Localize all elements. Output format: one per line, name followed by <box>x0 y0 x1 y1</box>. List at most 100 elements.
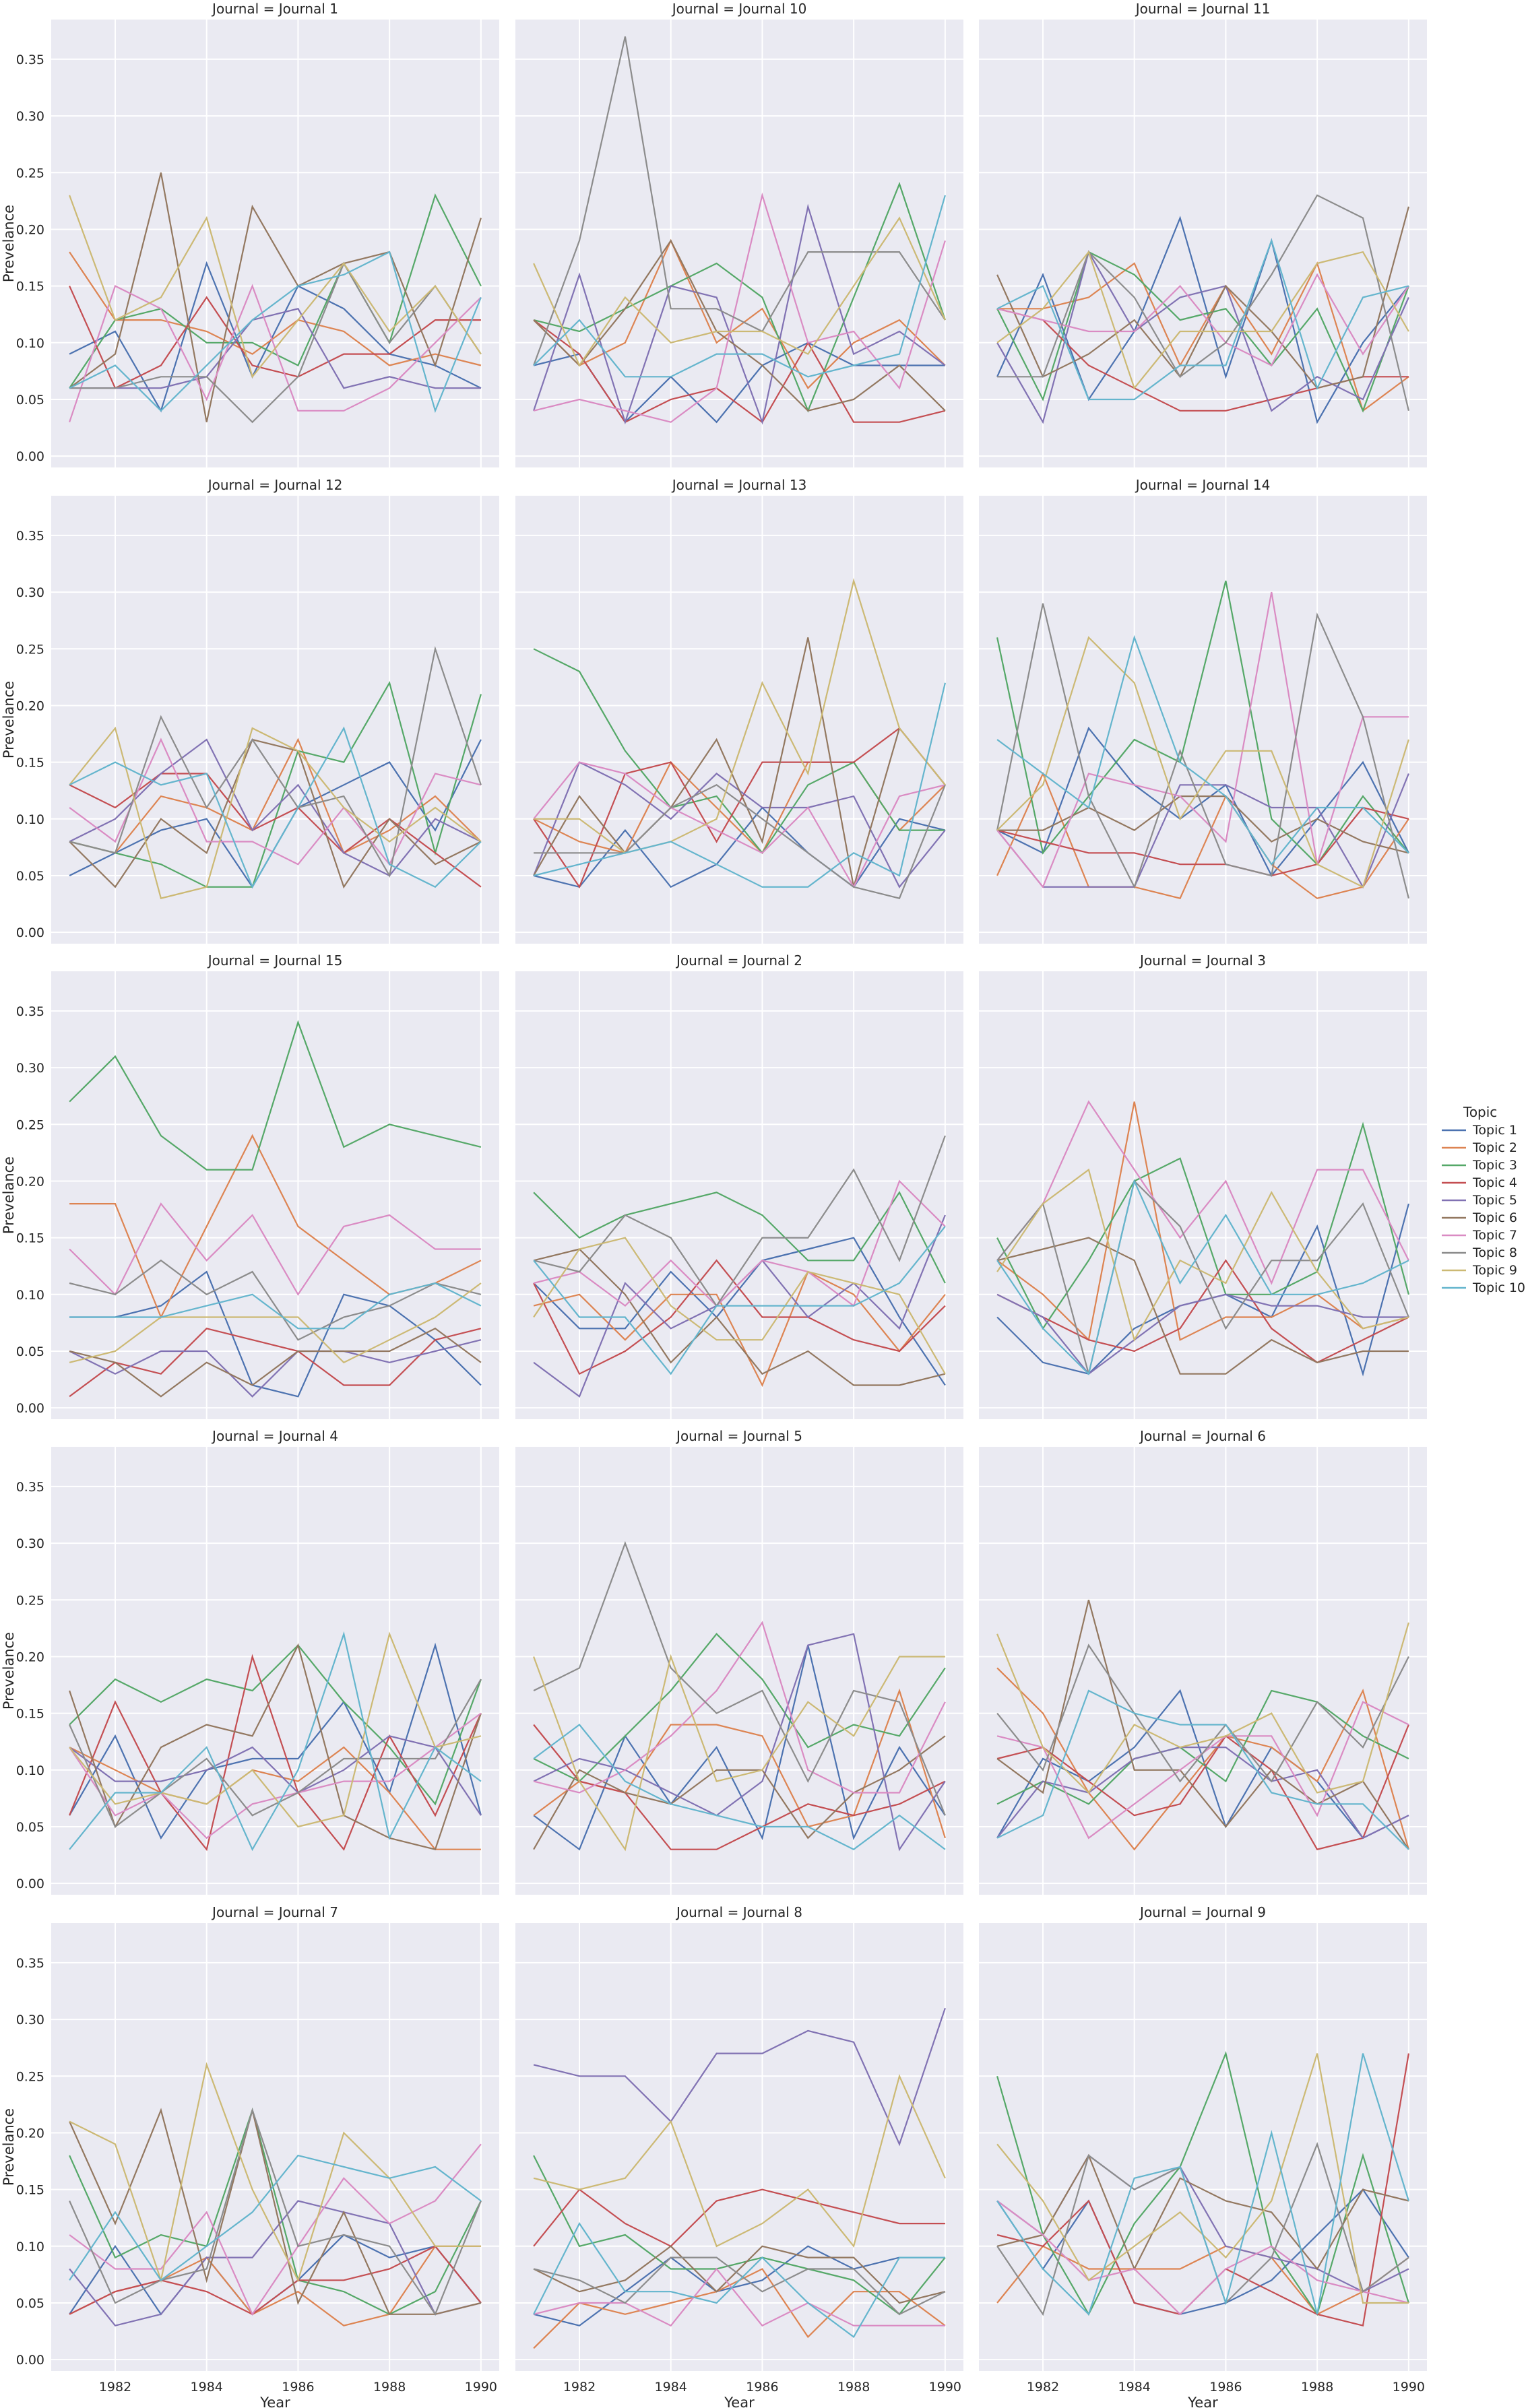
x-tick-label: 1988 <box>837 2380 870 2395</box>
y-tick-label: 0.35 <box>16 1956 44 1971</box>
x-tick-label: 1982 <box>99 2380 131 2395</box>
series-line-topic-10 <box>69 1282 482 1330</box>
series-line-topic-10 <box>69 251 482 414</box>
facet-title: Journal = Journal 13 <box>671 477 807 493</box>
panel-background <box>515 496 963 944</box>
series-line-topic-3 <box>69 193 482 389</box>
legend-entry: Topic 1 <box>1472 1123 1517 1138</box>
series-line-topic-10 <box>996 634 1409 866</box>
series-line-topic-10 <box>69 2154 482 2281</box>
panel-background <box>515 971 963 1419</box>
facet-title: Journal = Journal 9 <box>1139 1904 1266 1920</box>
y-tick-label: 0.15 <box>16 2183 44 2198</box>
facet-panel: 0.00 0.05 0.10 0.15 0.20 0.25 0.30 0.35 1982 1984… <box>1 1904 499 2408</box>
series-line-topic-5 <box>533 2007 946 2147</box>
x-tick-label: 1986 <box>746 2380 778 2395</box>
y-tick-label: 0.05 <box>16 1344 44 1359</box>
series-line-topic-4 <box>996 1259 1409 1364</box>
facet-panel: Journal = Journal 2 <box>515 952 963 1419</box>
x-tick-label: 1984 <box>655 2380 687 2395</box>
series-line-topic-4 <box>533 319 946 424</box>
y-axis-label: Prevelance <box>1 2108 17 2186</box>
y-tick-label: 0.25 <box>16 2069 44 2084</box>
series-line-topic-10 <box>996 1689 1409 1850</box>
x-tick-label: 1982 <box>563 2380 596 2395</box>
series-line-topic-7 <box>533 2267 945 2327</box>
series-line-topic-6 <box>996 1600 1409 1850</box>
series-line-topic-7 <box>69 738 482 866</box>
panel-background <box>51 1923 499 2371</box>
y-tick-label: 0.15 <box>16 280 44 294</box>
series-line-topic-6 <box>69 738 482 889</box>
series-line-topic-10 <box>533 1226 946 1375</box>
facet-title: Journal = Journal 2 <box>675 952 802 969</box>
x-tick-label: 1984 <box>191 2380 223 2395</box>
series-line-topic-8 <box>534 784 946 899</box>
x-axis-label: Year <box>1187 2395 1218 2408</box>
series-line-topic-7 <box>996 591 1409 888</box>
legend: Topic Topic 1 Topic 2 Topic 3 Topic 4 Topic 5… <box>1442 1104 1525 1295</box>
legend-entry: Topic 9 <box>1472 1263 1517 1278</box>
series-line-topic-4 <box>69 286 481 389</box>
y-tick-label: 0.25 <box>16 1117 44 1132</box>
y-tick-label: 0.05 <box>16 869 44 884</box>
series-line-topic-4 <box>69 2245 482 2316</box>
series-line-topic-5 <box>69 738 482 877</box>
series-line-topic-2 <box>533 238 946 389</box>
facet-panel: Journal = Journal 5 <box>515 1428 963 1895</box>
facet-panel: Journal = Journal 3 <box>979 952 1427 1419</box>
x-tick-label: 1986 <box>1209 2380 1242 2395</box>
series-line-topic-8 <box>69 646 482 878</box>
series-line-topic-6 <box>996 2153 1409 2271</box>
y-axis-label: Prevelance <box>1 205 17 282</box>
x-tick-label: 1988 <box>1301 2380 1333 2395</box>
series-line-topic-10 <box>533 2221 945 2339</box>
legend-entry: Topic 7 <box>1472 1228 1517 1243</box>
y-tick-label: 0.00 <box>16 2353 44 2368</box>
y-tick-label: 0.25 <box>16 1593 44 1608</box>
legend-entry: Topic 8 <box>1472 1245 1517 1260</box>
facet-panel: Journal = Journal 13 <box>515 477 963 944</box>
series-line-topic-5 <box>996 1293 1409 1375</box>
series-line-topic-7 <box>533 761 946 889</box>
y-tick-label: 0.00 <box>16 449 44 464</box>
y-tick-label: 0.35 <box>16 1004 44 1019</box>
legend-entry: Topic 6 <box>1472 1210 1517 1225</box>
facet-title: Journal = Journal 15 <box>207 952 343 969</box>
series-line-topic-6 <box>996 1237 1409 1375</box>
legend-entry: Topic 10 <box>1472 1280 1525 1295</box>
facet-panel: Journal = Journal 6 <box>979 1428 1427 1895</box>
x-tick-label: 1990 <box>465 2380 497 2395</box>
legend-title: Topic <box>1463 1104 1497 1120</box>
series-line-topic-9 <box>69 726 482 900</box>
legend-entry: Topic 2 <box>1472 1140 1517 1155</box>
y-tick-label: 0.05 <box>16 1820 44 1835</box>
x-axis-label: Year <box>724 2395 755 2408</box>
series-line-topic-3 <box>533 181 946 413</box>
facet-panels: 0.00 0.05 0.10 0.15 0.20 0.25 0.30 0.35 Journal … <box>1 1 1427 2408</box>
panel-background <box>51 1447 499 1895</box>
facet-title: Journal = Journal 3 <box>1139 952 1266 969</box>
series-line-topic-8 <box>69 261 482 424</box>
facet-title: Journal = Journal 8 <box>675 1904 802 1920</box>
series-line-topic-4 <box>69 1654 482 1852</box>
series-line-topic-9 <box>534 578 946 854</box>
y-tick-label: 0.10 <box>16 812 44 827</box>
facet-title: Journal = Journal 11 <box>1135 1 1271 17</box>
series-line-topic-9 <box>996 1168 1409 1342</box>
y-tick-label: 0.20 <box>16 1174 44 1189</box>
y-tick-label: 0.30 <box>16 1536 44 1551</box>
x-tick-label: 1982 <box>1027 2380 1059 2395</box>
x-tick-label: 1986 <box>282 2380 314 2395</box>
series-line-topic-8 <box>996 1644 1409 1783</box>
series-line-topic-9 <box>996 1622 1409 1794</box>
y-tick-label: 0.20 <box>16 2126 44 2141</box>
series-line-topic-8 <box>69 1259 482 1341</box>
y-tick-label: 0.25 <box>16 166 44 181</box>
facet-panel: 0.00 0.05 0.10 0.15 0.20 0.25 0.30 0.35 Journal … <box>1 1 499 467</box>
series-line-topic-8 <box>533 2256 946 2316</box>
series-line-topic-9 <box>996 250 1409 390</box>
y-tick-label: 0.20 <box>16 698 44 713</box>
y-tick-label: 0.15 <box>16 756 44 771</box>
